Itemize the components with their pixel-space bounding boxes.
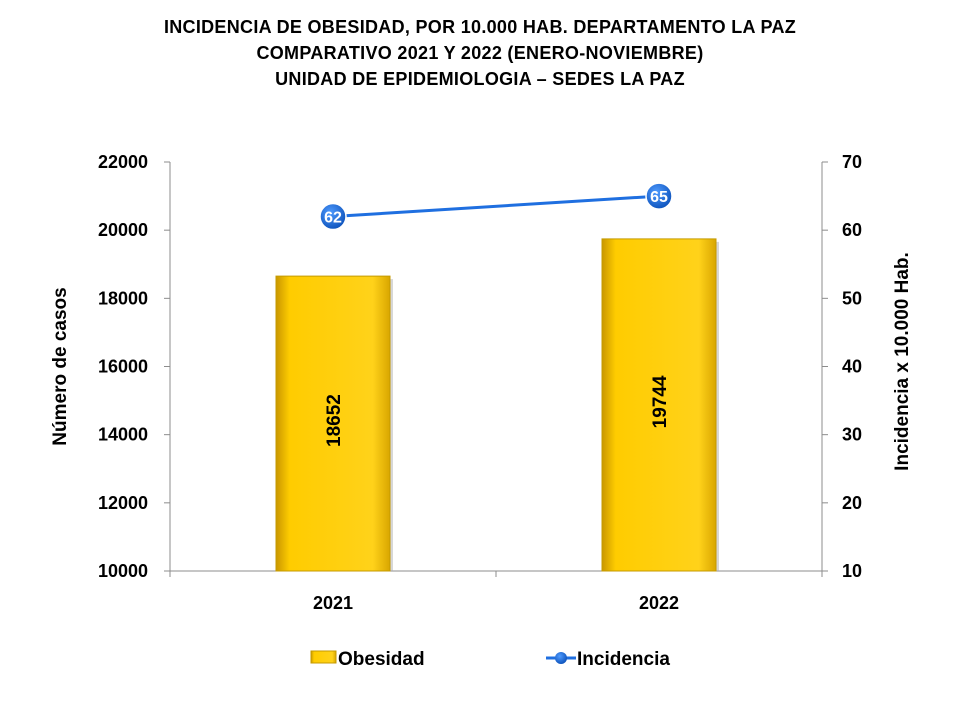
incidence-point xyxy=(319,202,347,231)
bar-value-label: 19744 xyxy=(650,375,671,428)
incidence-line-path xyxy=(332,194,660,219)
chart-title-line-2: COMPARATIVO 2021 Y 2022 (ENERO-NOVIEMBRE… xyxy=(256,43,704,63)
right-tick-label: 10 xyxy=(842,561,862,581)
left-tick-label: 10000 xyxy=(98,561,148,581)
right-tick-label: 30 xyxy=(842,425,862,445)
bar-value-label: 18652 xyxy=(324,394,345,447)
incidence-line: 62 65 xyxy=(319,182,673,231)
left-tick-label: 14000 xyxy=(98,425,148,445)
legend-label-incidencia: Incidencia xyxy=(577,649,670,670)
right-tick-label: 70 xyxy=(842,152,862,172)
right-tick-label: 50 xyxy=(842,288,862,308)
left-tick-label: 18000 xyxy=(98,288,148,308)
left-tick-label: 16000 xyxy=(98,357,148,377)
bars: 18652 19744 xyxy=(275,238,719,572)
bar xyxy=(275,275,391,572)
incidence-value-label: 65 xyxy=(650,189,668,206)
bar xyxy=(601,238,717,572)
chart-title-line-1: INCIDENCIA DE OBESIDAD, POR 10.000 HAB. … xyxy=(163,17,797,37)
left-tick-label: 12000 xyxy=(98,493,148,513)
right-tick-label: 40 xyxy=(842,357,862,377)
legend-label-obesidad: Obesidad xyxy=(338,649,425,670)
legend-marker-incidencia xyxy=(555,652,567,664)
chart-title-line-3: UNIDAD DE EPIDEMIOLOGIA – SEDES LA PAZ xyxy=(275,69,685,89)
x-tick-label: 2021 xyxy=(313,593,353,613)
legend-swatch-obesidad xyxy=(310,650,337,664)
y-axis-label: Número de casos xyxy=(50,287,71,445)
axes: 10000 12000 14000 16000 18000 20000 22000 10 20 3… xyxy=(50,152,913,613)
incidence-point xyxy=(645,182,673,210)
left-tick-label: 22000 xyxy=(98,152,148,172)
y2-axis-label: Incidencia x 10.000 Hab. xyxy=(892,252,913,471)
right-tick-label: 20 xyxy=(842,493,862,513)
x-tick-label: 2022 xyxy=(639,593,679,613)
legend: Obesidad Incidencia xyxy=(310,649,670,670)
incidence-value-label: 62 xyxy=(324,210,342,227)
left-tick-label: 20000 xyxy=(98,220,148,240)
right-tick-label: 60 xyxy=(842,220,862,240)
